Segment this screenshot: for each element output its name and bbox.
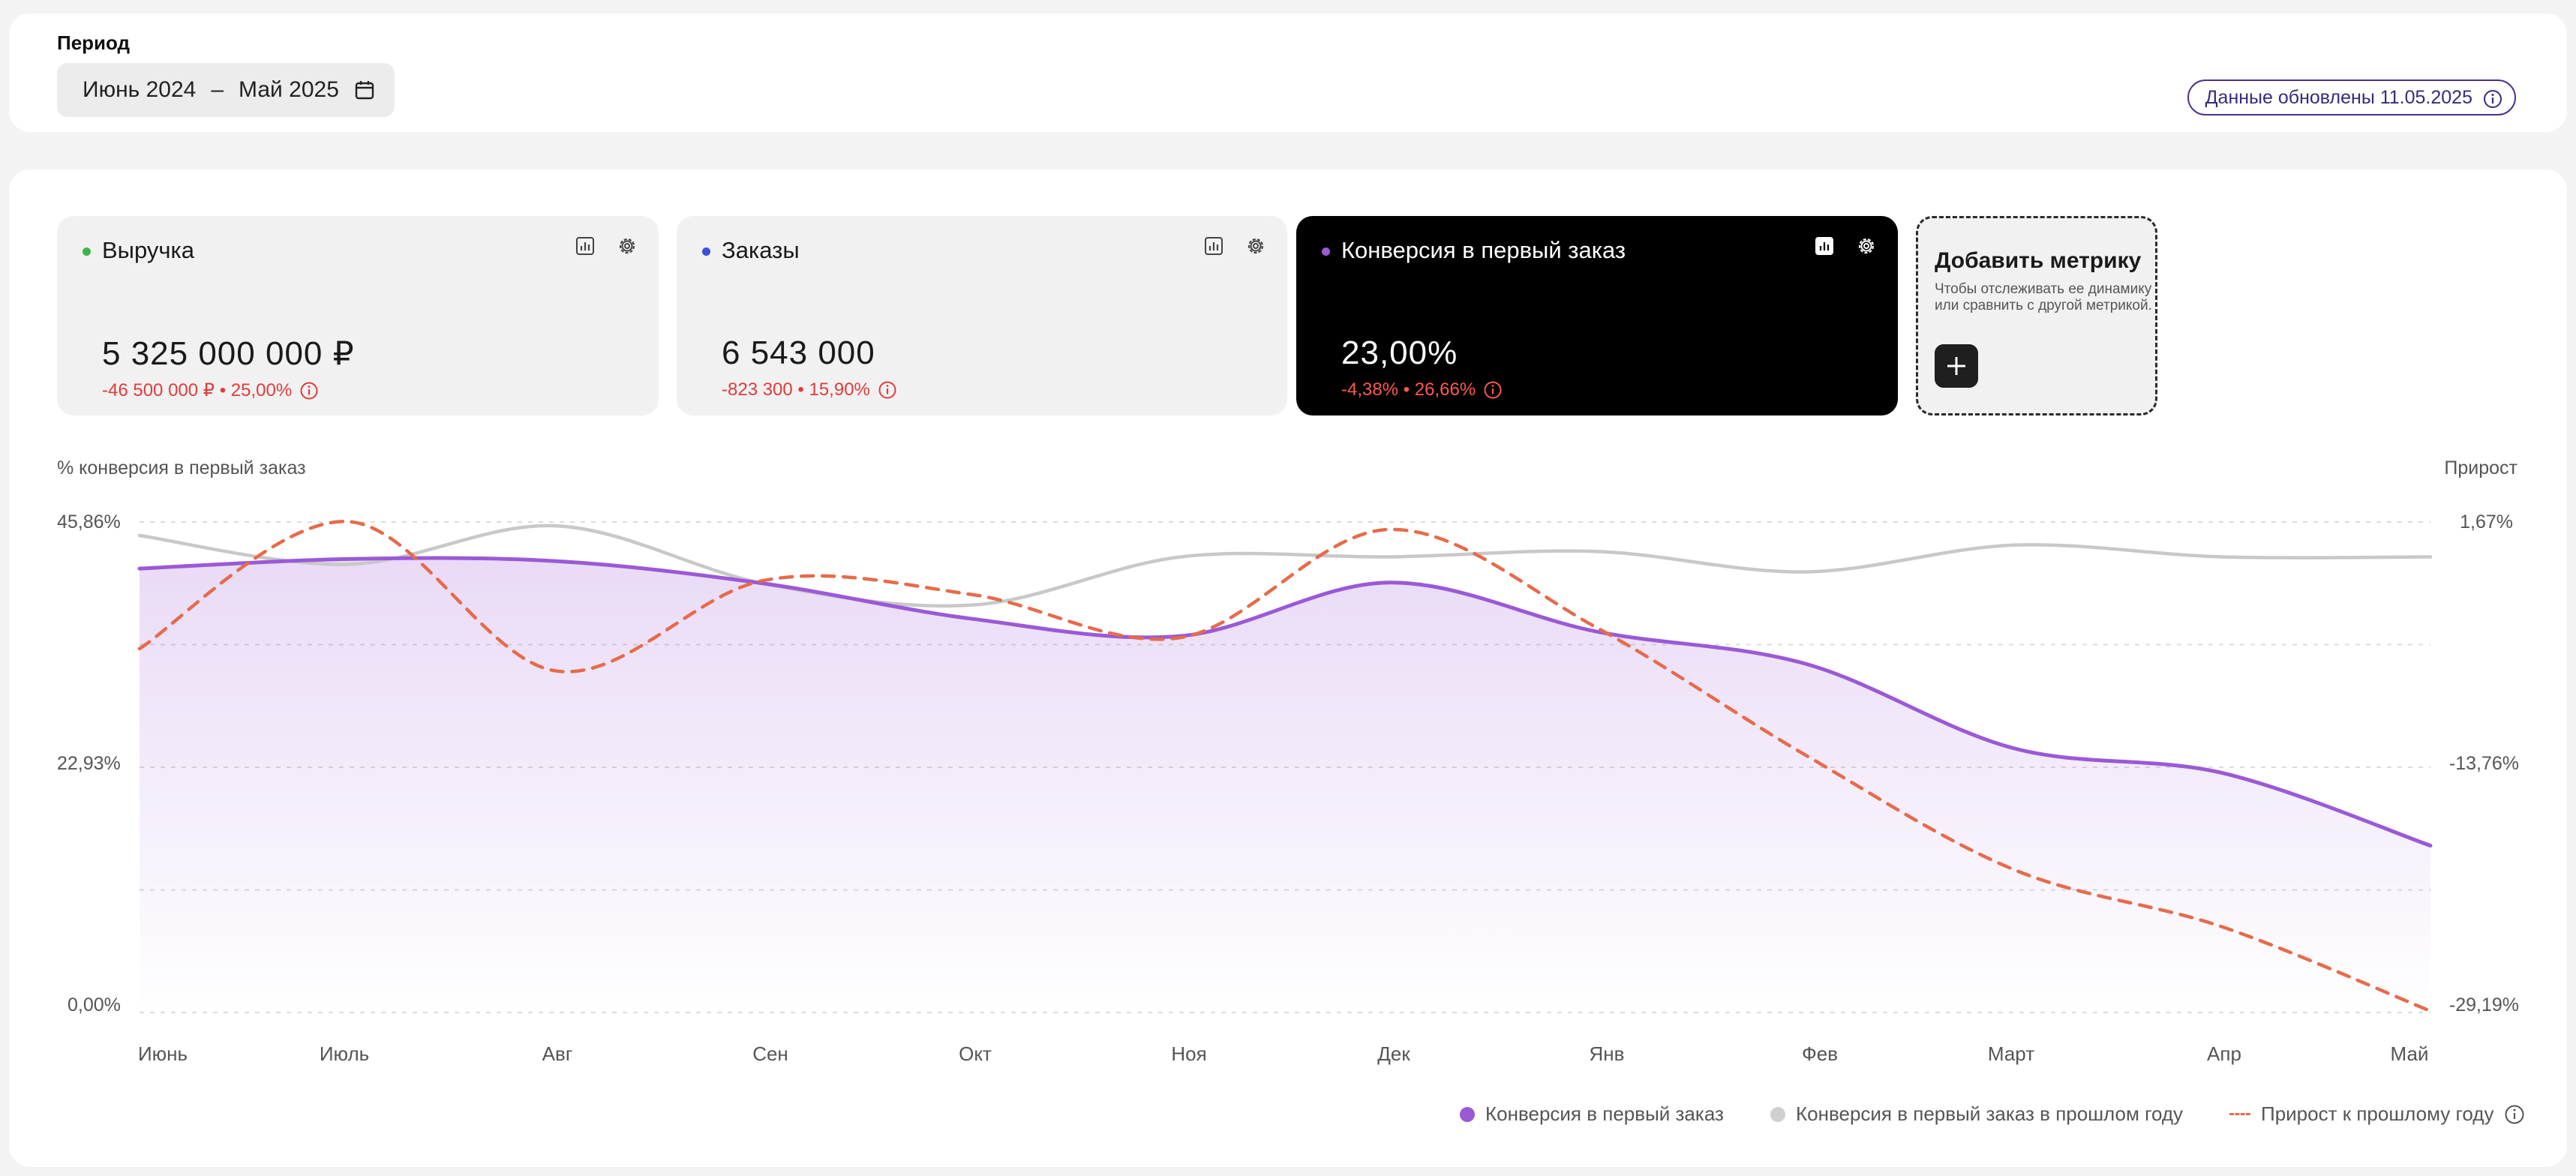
metric-dot	[702, 248, 710, 256]
metric-card-first-order-conversion[interactable]: Конверсия в первый заказ 23,00% -4,38% •…	[1296, 216, 1898, 416]
x-tick: Июль	[319, 1042, 370, 1065]
metric-delta: -823 300 • 15,90%	[722, 380, 897, 400]
x-tick: Окт	[959, 1042, 992, 1065]
info-icon[interactable]	[2504, 1104, 2525, 1125]
add-metric-title: Добавить метрику	[1935, 248, 2142, 273]
metric-dot	[1322, 248, 1330, 256]
legend-marker	[1460, 1106, 1475, 1122]
x-tick: Дек	[1377, 1042, 1410, 1065]
y-tick-left: 45,86%	[57, 512, 121, 532]
y-tick-left: 0,00%	[68, 994, 121, 1016]
metric-delta-text: -46 500 000 ₽ • 25,00%	[102, 380, 293, 400]
y-tick-right: 1,67%	[2460, 512, 2513, 532]
gear-icon[interactable]	[1854, 234, 1878, 258]
x-tick: Апр	[2207, 1042, 2241, 1065]
x-tick: Ноя	[1171, 1042, 1207, 1065]
period-label: Период	[57, 32, 131, 54]
chart-icon[interactable]	[1814, 236, 1835, 256]
legend-label: Конверсия в первый заказ в прошлом году	[1796, 1102, 2184, 1125]
x-tick: Март	[1987, 1042, 2035, 1065]
chart-icon[interactable]	[1203, 236, 1224, 256]
y-axis-left-title: % конверсия в первый заказ	[57, 458, 306, 478]
period-panel: Период Июнь 2024 – Май 2025 Данные обнов…	[9, 14, 2567, 132]
y-axis-right-title: Прирост	[2444, 458, 2517, 478]
period-from: Июнь 2024	[83, 77, 197, 102]
metric-value: 23,00%	[1341, 334, 1458, 371]
metric-value: 5 325 000 000 ₽	[102, 335, 355, 372]
x-tick: Фев	[1801, 1042, 1839, 1065]
period-picker[interactable]: Июнь 2024 – Май 2025	[57, 63, 395, 117]
add-metric-button[interactable]	[1935, 344, 1978, 388]
gear-icon[interactable]	[1244, 234, 1268, 258]
metric-dot	[83, 248, 91, 256]
info-icon[interactable]	[1483, 380, 1503, 400]
y-tick-right: -13,76%	[2448, 753, 2519, 774]
series-area-conversion	[140, 558, 2430, 1012]
legend-label: Прирост к прошлому году	[2261, 1102, 2494, 1125]
legend-item-conversion[interactable]: Конверсия в первый заказ	[1460, 1102, 1724, 1126]
series-line-1[interactable]	[137, 524, 2433, 608]
info-icon[interactable]	[2483, 89, 2502, 109]
x-tick: Сен	[752, 1042, 788, 1065]
calendar-icon[interactable]	[354, 80, 375, 100]
x-tick: Янв	[1589, 1042, 1625, 1065]
legend-label: Конверсия в первый заказ	[1485, 1102, 1724, 1125]
x-tick: Май	[2390, 1042, 2429, 1065]
gear-icon[interactable]	[615, 234, 639, 258]
info-icon[interactable]	[878, 380, 897, 400]
period-to: Май 2025	[239, 77, 339, 102]
metric-title: Конверсия в первый заказ	[1341, 237, 1626, 263]
chart-canvas	[137, 520, 2433, 1013]
add-metric-description: Чтобы отслеживать ее динамику или сравни…	[1935, 281, 2152, 314]
y-tick-right: -29,19%	[2448, 994, 2519, 1016]
metrics-panel: Выручка 5 325 000 000 ₽ -46 500 000 ₽ • …	[9, 170, 2567, 1167]
period-separator: –	[211, 77, 224, 102]
chart-icon[interactable]	[575, 236, 596, 256]
metric-value: 6 543 000	[722, 334, 875, 371]
metric-card-revenue[interactable]: Выручка 5 325 000 000 ₽ -46 500 000 ₽ • …	[57, 216, 659, 416]
series-line-0[interactable]	[137, 556, 2433, 848]
metric-card-orders[interactable]: Заказы 6 543 000 -823 300 • 15,90%	[677, 216, 1287, 416]
metric-delta-text: -4,38% • 26,66%	[1341, 380, 1476, 400]
metric-title: Заказы	[722, 237, 800, 263]
series-line-2[interactable]	[137, 520, 2433, 1013]
data-updated-text: Данные обновлены 11.05.2025	[2205, 86, 2472, 108]
x-tick: Июнь	[137, 1042, 188, 1065]
metric-title: Выручка	[102, 237, 194, 263]
legend-marker	[1770, 1106, 1785, 1122]
y-tick-left: 22,93%	[57, 753, 121, 774]
data-updated-badge[interactable]: Данные обновлены 11.05.2025	[2187, 80, 2516, 116]
legend-item-growth[interactable]: Прирост к прошлому году	[2229, 1102, 2525, 1126]
metric-delta: -4,38% • 26,66%	[1341, 380, 1503, 400]
legend-item-previous-year[interactable]: Конверсия в первый заказ в прошлом году	[1770, 1102, 2183, 1126]
legend-marker	[2229, 1113, 2250, 1115]
metric-delta-text: -823 300 • 15,90%	[722, 380, 870, 400]
info-icon[interactable]	[299, 381, 319, 400]
add-metric-card[interactable]: Добавить метрику Чтобы отслеживать ее ди…	[1916, 216, 2157, 416]
x-tick: Авг	[542, 1042, 573, 1065]
metric-delta: -46 500 000 ₽ • 25,00%	[102, 380, 319, 401]
